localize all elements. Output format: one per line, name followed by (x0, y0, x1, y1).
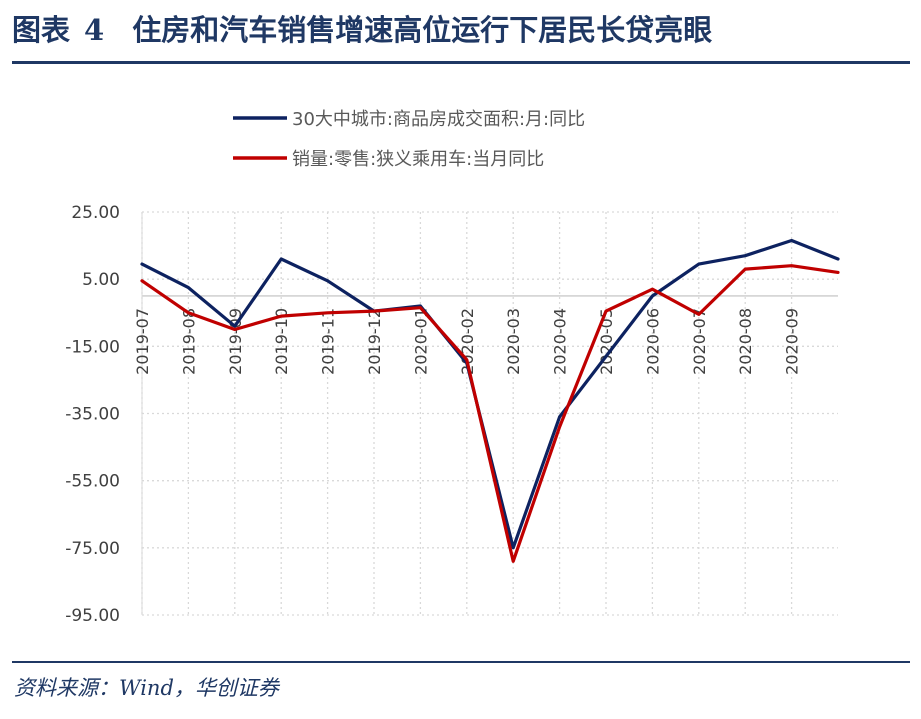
x-tick-label: 2020-04 (551, 308, 570, 375)
x-tick-label: 2020-01 (411, 308, 430, 375)
y-tick-label: -35.00 (65, 405, 120, 425)
y-tick-label: -55.00 (65, 472, 120, 492)
y-tick-label: 5.00 (82, 270, 120, 290)
footer-divider (12, 661, 910, 663)
y-tick-label: 25.00 (71, 203, 120, 223)
x-tick-label: 2019-11 (319, 308, 338, 375)
series-line-1 (140, 238, 840, 550)
x-tick-label: 2019-08 (179, 308, 198, 375)
figure-title: 图表 4 住房和汽车销售增速高位运行下居民长贷亮眼 (12, 10, 912, 50)
y-tick-label: -75.00 (65, 539, 120, 559)
series-lines (140, 238, 840, 563)
title-divider (12, 61, 910, 64)
figure-title-number: 4 (84, 13, 105, 47)
figure-title-text: 住房和汽车销售增速高位运行下居民长贷亮眼 (132, 13, 713, 47)
x-tick-label: 2020-09 (783, 308, 802, 375)
x-tick-label: 2020-03 (504, 308, 523, 375)
x-tick-label: 2020-07 (690, 308, 709, 375)
y-tick-label: -95.00 (65, 606, 120, 626)
series-line-2 (140, 264, 840, 563)
legend-label-2: 销量:零售:狭义乘用车:当月同比 (292, 149, 544, 170)
source-note: 资料来源：Wind，华创证券 (14, 676, 279, 700)
x-tick-label: 2019-07 (133, 308, 152, 375)
x-tick-label: 2019-10 (272, 308, 291, 375)
x-tick-label: 2019-12 (365, 308, 384, 375)
gridlines (141, 211, 838, 616)
x-tick-label: 2020-08 (736, 308, 755, 375)
axes: 25.00 5.00 -15.00 -35.00 -55.00 -75.00 -95.00 2… (65, 203, 838, 626)
legend-label-1: 30大中城市:商品房成交面积:月:同比 (292, 109, 585, 130)
y-tick-label: -15.00 (65, 337, 120, 357)
x-tick-label: 2020-06 (643, 308, 662, 375)
figure-title-label: 图表 (12, 13, 71, 47)
